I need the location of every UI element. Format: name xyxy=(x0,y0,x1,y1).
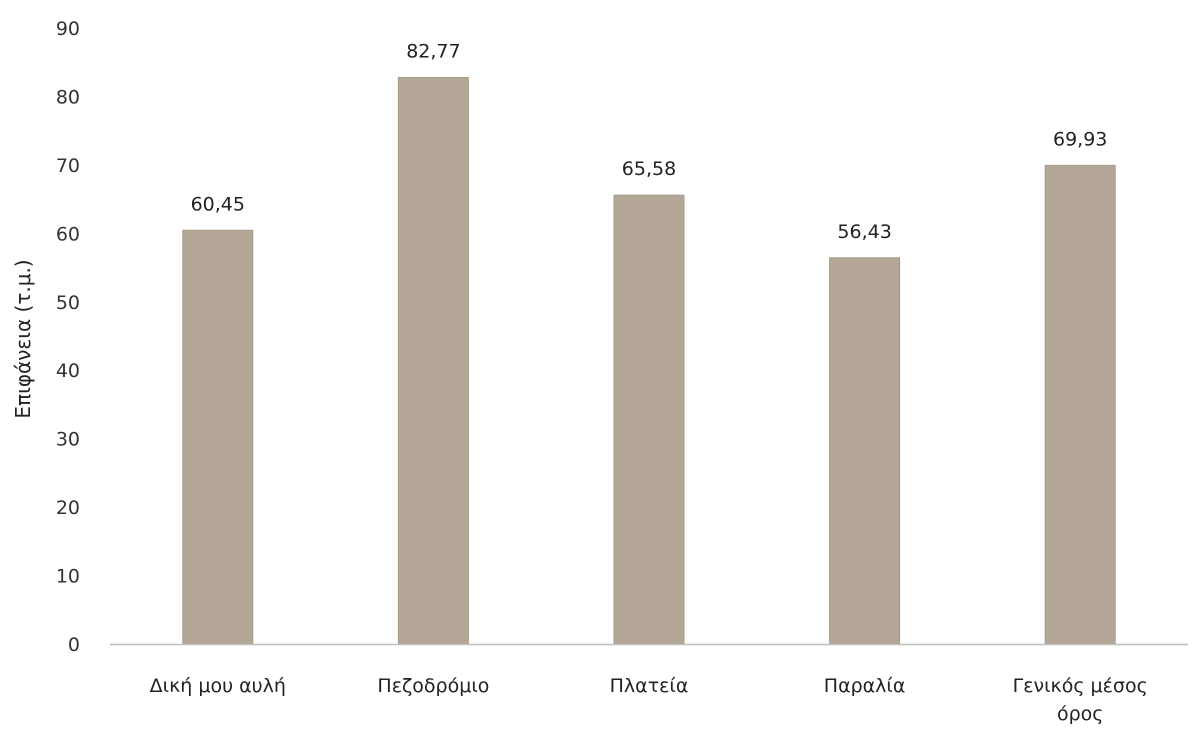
bars xyxy=(182,76,1116,645)
bar xyxy=(613,194,685,645)
y-axis-label: Επιφάνεια (τ.μ.) xyxy=(11,259,35,418)
category-label: Γενικός μέσος xyxy=(1013,675,1148,697)
y-tick-label: 90 xyxy=(56,18,80,40)
y-tick-label: 80 xyxy=(56,86,80,108)
category-labels: Δική μου αυλή Πεζοδρόμιο Πλατεία Παραλία Γεν… xyxy=(150,675,1148,725)
y-tick-label: 40 xyxy=(56,360,80,382)
bar-value-label: 65,58 xyxy=(622,158,676,180)
y-axis-ticks: 0 10 20 30 40 50 60 70 80 90 xyxy=(56,18,80,656)
category-label: Δική μου αυλή xyxy=(150,675,286,697)
y-tick-label: 70 xyxy=(56,155,80,177)
y-tick-label: 30 xyxy=(56,429,80,451)
y-tick-label: 0 xyxy=(68,634,80,656)
bar-value-label: 60,45 xyxy=(191,193,245,215)
data-labels: 60,45 82,77 65,58 56,43 69,93 xyxy=(191,40,1108,242)
bar-value-label: 82,77 xyxy=(406,40,460,62)
category-label: Παραλία xyxy=(824,675,906,697)
y-tick-label: 60 xyxy=(56,223,80,245)
category-label: Πεζοδρόμιο xyxy=(377,675,489,697)
y-tick-label: 10 xyxy=(56,566,80,588)
category-label: όρος xyxy=(1057,703,1103,725)
bar xyxy=(829,257,901,645)
bar xyxy=(1044,164,1116,645)
bar xyxy=(182,229,254,645)
y-tick-label: 50 xyxy=(56,292,80,314)
bar xyxy=(397,76,469,645)
bar-value-label: 69,93 xyxy=(1053,128,1107,150)
bar-value-label: 56,43 xyxy=(837,221,891,243)
y-tick-label: 20 xyxy=(56,497,80,519)
category-label: Πλατεία xyxy=(610,675,689,697)
